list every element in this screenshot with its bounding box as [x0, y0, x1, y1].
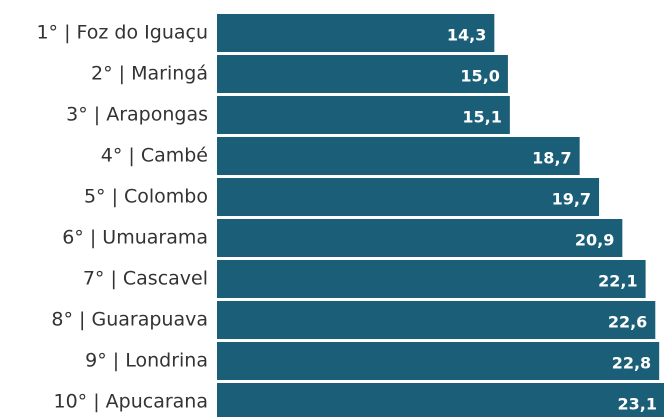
category-label: 10° | Apucarana	[54, 391, 209, 413]
bar	[217, 219, 623, 257]
category-label: 8° | Guarapuava	[51, 309, 208, 331]
value-label: 15,1	[462, 108, 501, 127]
value-label: 19,7	[552, 190, 591, 209]
bar	[217, 383, 664, 417]
bar	[217, 137, 580, 175]
category-label: 3° | Arapongas	[66, 104, 208, 126]
category-label: 6° | Umuarama	[62, 227, 208, 249]
value-label: 22,6	[608, 313, 647, 332]
category-label: 7° | Cascavel	[83, 268, 208, 290]
value-label: 23,1	[618, 395, 657, 414]
bar	[217, 96, 510, 134]
value-label: 14,3	[447, 26, 486, 45]
value-label: 18,7	[532, 149, 571, 168]
bar	[217, 55, 508, 93]
category-label: 9° | Londrina	[85, 350, 208, 372]
bar	[217, 301, 656, 339]
bar	[217, 260, 646, 298]
value-label: 22,1	[598, 272, 637, 291]
value-label: 22,8	[612, 354, 651, 373]
category-label: 1° | Foz do Iguaçu	[36, 22, 208, 44]
bar	[217, 342, 660, 380]
value-label: 20,9	[575, 231, 614, 250]
category-label: 2° | Maringá	[91, 63, 208, 85]
category-label: 5° | Colombo	[84, 186, 208, 208]
value-label: 15,0	[460, 67, 499, 86]
bar	[217, 14, 495, 52]
bar	[217, 178, 600, 216]
category-label: 4° | Cambé	[101, 145, 208, 167]
